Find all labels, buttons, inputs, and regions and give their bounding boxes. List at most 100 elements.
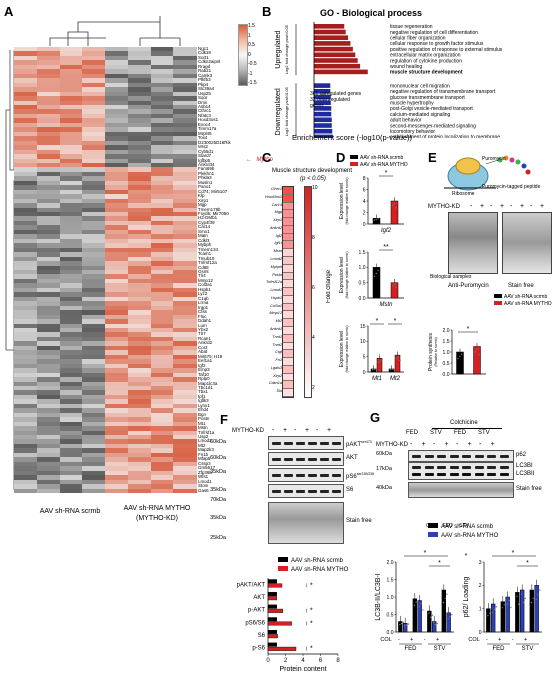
c-gene-label: Lmod2 [270,257,282,261]
heatmap-cell [127,60,151,66]
heatmap-cell [127,113,151,119]
heatmap-cell [59,212,83,217]
c-gene-label: Cthrc1 [270,187,282,191]
heatmap-cell [127,203,151,209]
heatmap-cell [173,479,197,485]
legend-tick: 0 [248,51,251,58]
heatmap-cell [150,341,174,347]
heatmap-cell [173,403,197,409]
data-point [371,369,374,371]
panel-f-label: F [220,412,228,427]
heatmap-cell [173,265,197,271]
g-band [412,466,421,469]
c-heat-cell [283,358,293,366]
heatmap-cell [105,270,129,275]
heatmap-cell [173,51,197,57]
gene-label: Rab21 [198,68,212,74]
g-cond-label: STV [430,430,442,436]
heatmap-cell [127,225,151,231]
c-title: Muscle structure development [272,168,353,174]
heatmap-cell [150,203,174,209]
go-group-up: Upregulated [275,30,282,68]
gene-label: Nfatc3 [198,112,211,118]
heatmap-cell [59,131,83,137]
f-blot-name: Stain free [346,518,372,524]
heatmap-cell [150,189,174,195]
heatmap-cell [173,109,197,115]
heatmap-cell [36,131,60,137]
heatmap-cell [14,171,38,177]
heatmap-cell [36,176,60,182]
g-xgroup: FED [405,646,418,652]
f-blot-label: pAKTser473 [346,439,372,448]
heatmap-cell [59,261,83,267]
heatmap-cell [36,122,60,128]
heatmap-cell [82,207,106,213]
heatmap-cell [59,390,83,396]
heatmap-cell [14,381,38,387]
c-heat-cell [283,194,293,203]
gene-label: Ngc1 [198,46,209,51]
go-bar [314,63,361,69]
c-scale-label: Fold change [326,270,332,304]
gene-label: Stard7 [198,153,212,159]
heatmap-cell [150,136,174,142]
heatmap-cell [127,109,151,115]
y-tick-label: 0.5 [387,612,394,618]
heatmap-cell [82,354,106,360]
heatmap-color-legend [238,24,248,86]
heatmap-cell [150,488,174,494]
heatmap-cell [150,452,174,458]
f-band [308,441,317,445]
heatmap-cell [14,194,38,200]
g-sig-star: * [438,560,441,567]
gene-label: Hspb1 [198,286,211,292]
gene-label: Asb14 [198,103,211,109]
d-legend-mytho: AAV sh-RNA MYTHO [360,162,408,168]
heatmap-cell [36,252,60,258]
heatmap-cell [59,176,83,182]
heatmap-cell [150,229,174,235]
heatmap-cell [105,488,129,494]
heatmap-grid [14,47,197,494]
e-lane-signs: - + - + - + - + [470,203,550,211]
y-tick-label: 2.0 [387,560,394,566]
heatmap-legend-ticks: 1.5 1 0.5 0 -0.5 -1 -1.5 [248,24,264,86]
f-xlabel: Protein content [279,666,326,673]
data-point [537,593,539,596]
heatmap-cell [59,216,83,222]
d-plot-title: Mstn [379,302,393,308]
heatmap-cell [82,229,106,235]
f-band [272,473,281,477]
heatmap-cell [82,203,106,209]
heatmap-cell [36,154,60,159]
c-gene-label: Postn [272,272,282,277]
heatmap-cell [127,319,151,324]
heatmap-cell [14,399,38,405]
heatmap-cell [105,345,129,351]
heatmap-cell [150,274,174,280]
heatmap-cell [150,69,174,75]
heatmap-cell [173,372,197,378]
y-tick-label: 1.0 [387,595,394,601]
heatmap-cell [150,385,174,391]
heatmap-cell [59,408,83,414]
heatmap-cell [36,323,60,329]
heatmap-cell [14,461,38,467]
heatmap-cell [127,448,151,454]
heatmap-cell [36,229,60,235]
heatmap-cell [173,417,197,423]
heatmap-cell [127,243,151,249]
e-legend-scrmb: AAV sh-RNA scrmb [504,294,548,300]
heatmap-cell [82,461,106,467]
heatmap-cell [36,314,60,320]
go-bar [314,24,345,29]
gene-label: Igfbp5 [198,157,211,163]
heatmap-cell [127,350,151,356]
c-gene-label: Sln [276,389,283,394]
heatmap-cell [82,399,106,405]
heatmap-cell [36,87,60,93]
heatmap-cell [150,154,174,159]
c-gene-label: Car14 [271,202,282,207]
gene-label: Pano1 [198,184,211,190]
